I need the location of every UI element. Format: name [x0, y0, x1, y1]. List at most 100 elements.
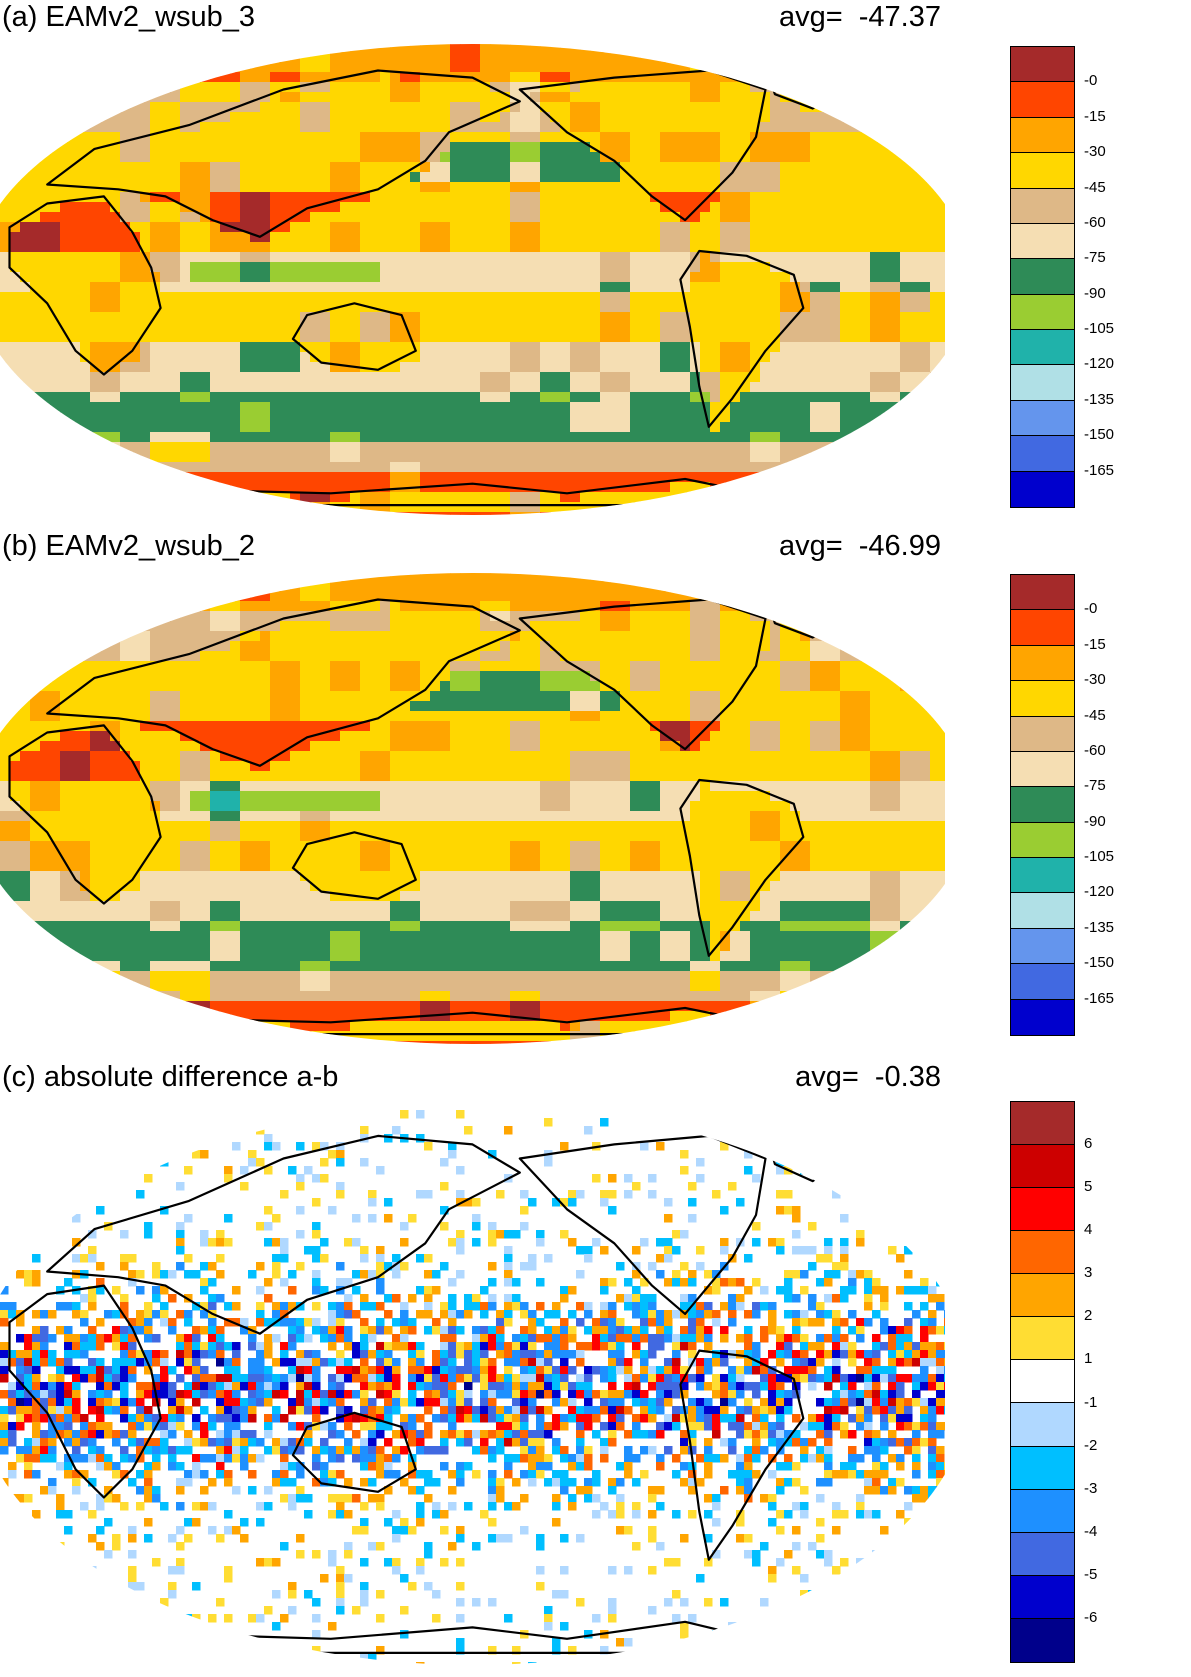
grid-cell	[440, 72, 451, 83]
grid-cell	[50, 362, 61, 373]
grid-cell	[800, 402, 811, 413]
grid-cell	[200, 232, 211, 243]
grid-cell	[10, 422, 21, 433]
grid-cell	[170, 322, 181, 333]
grid-cell	[190, 222, 201, 233]
grid-cell	[320, 272, 331, 283]
grid-cell	[830, 432, 841, 443]
grid-cell	[180, 352, 191, 363]
grid-cell	[50, 573, 61, 582]
grid-cell	[710, 332, 721, 343]
grid-cell	[720, 142, 731, 153]
grid-cell	[590, 212, 601, 223]
grid-cell	[420, 601, 431, 612]
grid-cell	[440, 202, 451, 213]
grid-cell	[40, 302, 51, 313]
grid-cell	[220, 382, 231, 393]
grid-cell	[660, 72, 671, 83]
grid-cell	[900, 462, 911, 473]
grid-cell	[0, 262, 11, 273]
grid-cell	[830, 412, 841, 423]
grid-cell	[420, 122, 431, 133]
grid-cell	[50, 342, 61, 353]
grid-cell	[750, 232, 761, 243]
grid-cell	[930, 202, 941, 213]
grid-cell	[190, 202, 201, 213]
grid-cell	[200, 432, 211, 443]
grid-cell	[690, 422, 701, 433]
grid-cell	[200, 72, 211, 83]
grid-cell	[480, 44, 491, 53]
grid-cell	[520, 512, 531, 515]
grid-cell	[140, 272, 151, 283]
grid-cell	[290, 402, 301, 413]
grid-cell	[670, 272, 681, 283]
grid-cell	[930, 422, 941, 433]
grid-cell	[200, 382, 211, 393]
grid-cell	[290, 422, 301, 433]
grid-cell	[410, 272, 421, 283]
grid-cell	[70, 242, 81, 253]
grid-cell	[40, 292, 51, 303]
grid-cell	[550, 252, 561, 263]
grid-cell	[410, 472, 421, 483]
grid-cell	[760, 412, 771, 423]
grid-cell	[810, 282, 821, 293]
grid-cell	[250, 182, 261, 193]
grid-cell	[790, 262, 801, 273]
grid-cell	[330, 402, 341, 413]
grid-cell	[860, 292, 871, 303]
grid-cell	[480, 322, 491, 333]
grid-cell	[200, 362, 211, 373]
grid-cell	[270, 412, 281, 423]
grid-cell	[570, 452, 581, 463]
grid-cell	[270, 102, 281, 113]
grid-cell	[660, 452, 671, 463]
grid-cell	[350, 352, 361, 363]
grid-cell	[570, 392, 581, 403]
grid-cell	[690, 442, 701, 453]
grid-cell	[160, 402, 171, 413]
grid-cell	[90, 82, 101, 93]
grid-cell	[810, 212, 821, 223]
grid-cell	[40, 152, 51, 163]
grid-cell	[760, 512, 771, 515]
grid-cell	[20, 402, 31, 413]
grid-cell	[740, 382, 751, 393]
grid-cell	[880, 172, 891, 183]
grid-cell	[940, 292, 945, 303]
grid-cell	[510, 352, 521, 363]
grid-cell	[380, 132, 391, 143]
grid-cell	[660, 162, 671, 173]
grid-cell	[320, 142, 331, 153]
grid-cell	[400, 512, 411, 515]
grid-cell	[50, 412, 61, 423]
grid-cell	[230, 412, 241, 423]
grid-cell	[160, 392, 171, 403]
grid-cell	[650, 52, 661, 63]
grid-cell	[470, 102, 481, 113]
grid-cell	[640, 222, 651, 233]
grid-cell	[450, 172, 461, 183]
grid-cell	[240, 601, 251, 612]
grid-cell	[690, 202, 701, 213]
grid-cell	[460, 52, 471, 63]
grid-cell	[570, 222, 581, 233]
grid-cell	[800, 202, 811, 213]
grid-cell	[850, 212, 861, 223]
grid-cell	[130, 142, 141, 153]
grid-cell	[880, 352, 891, 363]
grid-cell	[500, 132, 511, 143]
grid-cell	[900, 601, 911, 612]
grid-cell	[420, 332, 431, 343]
grid-cell	[470, 372, 481, 383]
grid-cell	[820, 452, 831, 463]
grid-cell	[500, 152, 511, 163]
grid-cell	[530, 112, 541, 123]
grid-cell	[800, 152, 811, 163]
grid-cell	[460, 92, 471, 103]
grid-cell	[840, 102, 851, 113]
grid-cell	[140, 611, 151, 622]
grid-cell	[860, 372, 871, 383]
grid-cell	[710, 472, 721, 483]
